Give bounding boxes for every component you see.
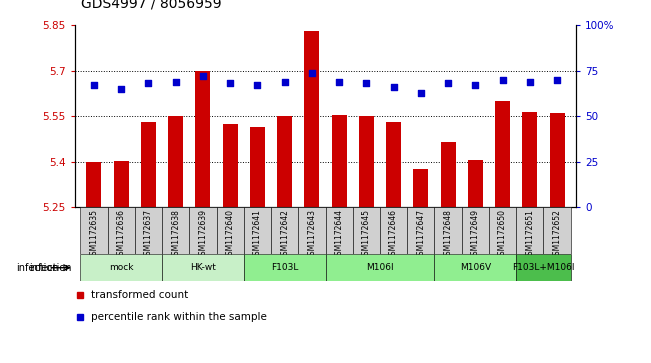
Point — [252, 82, 262, 88]
Text: F103L+M106I: F103L+M106I — [512, 263, 575, 272]
Point — [89, 82, 99, 88]
Point — [143, 81, 154, 86]
Point — [497, 77, 508, 83]
Bar — [326, 207, 353, 254]
Bar — [87, 162, 102, 207]
Bar — [441, 142, 456, 207]
Point — [361, 81, 372, 86]
Bar — [168, 116, 183, 207]
Bar — [434, 254, 516, 281]
Bar — [80, 254, 162, 281]
Bar — [386, 122, 401, 207]
Point — [171, 79, 181, 85]
Bar — [243, 207, 271, 254]
Bar — [217, 207, 243, 254]
Text: transformed count: transformed count — [91, 290, 188, 299]
Bar — [80, 207, 107, 254]
Text: M106V: M106V — [460, 263, 491, 272]
Point — [552, 77, 562, 83]
Bar — [243, 254, 326, 281]
Bar — [331, 115, 346, 207]
Bar — [516, 207, 544, 254]
Text: GSM1172642: GSM1172642 — [280, 209, 289, 260]
Bar — [353, 207, 380, 254]
Bar — [271, 207, 298, 254]
Text: GSM1172636: GSM1172636 — [117, 209, 126, 260]
Text: GSM1172647: GSM1172647 — [417, 209, 425, 260]
Text: GSM1172643: GSM1172643 — [307, 209, 316, 260]
Point — [279, 79, 290, 85]
Point — [443, 81, 453, 86]
Text: GSM1172638: GSM1172638 — [171, 209, 180, 260]
Bar — [326, 254, 434, 281]
Bar — [141, 122, 156, 207]
Bar — [107, 207, 135, 254]
Point — [389, 84, 399, 90]
Bar — [162, 207, 189, 254]
Text: GDS4997 / 8056959: GDS4997 / 8056959 — [81, 0, 222, 11]
Text: mock: mock — [109, 263, 133, 272]
Bar — [162, 254, 243, 281]
Bar — [549, 113, 564, 207]
Point — [225, 81, 236, 86]
Text: infection: infection — [29, 263, 72, 273]
Point — [470, 82, 480, 88]
Point — [334, 79, 344, 85]
Text: F103L: F103L — [271, 263, 298, 272]
Bar — [250, 127, 265, 207]
Bar — [223, 124, 238, 207]
Text: GSM1172650: GSM1172650 — [498, 209, 507, 260]
Text: GSM1172637: GSM1172637 — [144, 209, 153, 260]
Bar — [305, 32, 320, 207]
Text: GSM1172652: GSM1172652 — [553, 209, 562, 260]
Bar — [516, 254, 571, 281]
Text: GSM1172649: GSM1172649 — [471, 209, 480, 260]
Point — [307, 70, 317, 76]
Text: infection: infection — [16, 263, 59, 273]
Text: HK-wt: HK-wt — [190, 263, 216, 272]
Bar — [462, 207, 489, 254]
Text: GSM1172651: GSM1172651 — [525, 209, 534, 260]
Text: GSM1172644: GSM1172644 — [335, 209, 344, 260]
Point — [525, 79, 535, 85]
Point — [198, 73, 208, 79]
Bar — [359, 116, 374, 207]
Bar — [495, 101, 510, 207]
Bar — [189, 207, 217, 254]
Text: GSM1172646: GSM1172646 — [389, 209, 398, 260]
Bar — [522, 111, 537, 207]
Bar — [135, 207, 162, 254]
Bar — [544, 207, 571, 254]
Text: GSM1172641: GSM1172641 — [253, 209, 262, 260]
Bar — [489, 207, 516, 254]
Text: GSM1172640: GSM1172640 — [226, 209, 234, 260]
Bar — [413, 169, 428, 207]
Bar — [277, 116, 292, 207]
Text: GSM1172645: GSM1172645 — [362, 209, 371, 260]
Text: percentile rank within the sample: percentile rank within the sample — [91, 312, 267, 322]
Text: GSM1172635: GSM1172635 — [89, 209, 98, 260]
Bar — [195, 71, 210, 207]
Bar — [380, 207, 408, 254]
Bar — [298, 207, 326, 254]
Point — [415, 90, 426, 95]
Bar — [434, 207, 462, 254]
Text: GSM1172648: GSM1172648 — [443, 209, 452, 260]
Bar — [114, 161, 129, 207]
Text: GSM1172639: GSM1172639 — [199, 209, 208, 260]
Bar — [468, 160, 483, 207]
Point — [116, 86, 126, 92]
Bar — [408, 207, 434, 254]
Text: M106I: M106I — [366, 263, 394, 272]
